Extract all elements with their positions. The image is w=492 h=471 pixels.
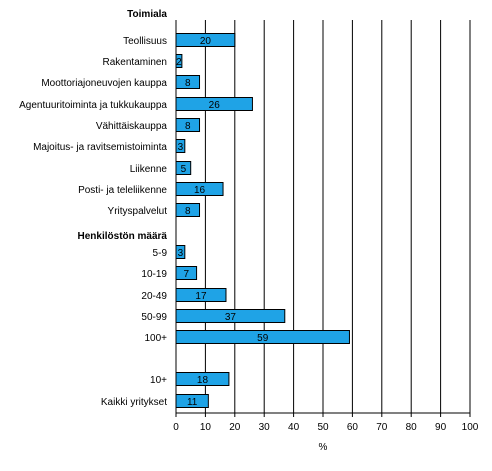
category-label: 10+ [150, 375, 167, 386]
data-label: 3 [178, 142, 184, 153]
data-label: 16 [194, 185, 206, 196]
category-label: Posti- ja teleliikenne [78, 185, 167, 196]
x-tick-label: 70 [376, 422, 388, 433]
category-label: Liikenne [130, 164, 168, 175]
category-label: 100+ [144, 333, 167, 344]
x-tick-label: 30 [259, 422, 271, 433]
category-label: Vähittäiskauppa [96, 121, 168, 132]
category-label: Yrityspalvelut [108, 206, 168, 217]
data-label: 8 [185, 206, 191, 217]
data-label: 5 [181, 164, 187, 175]
category-label: Moottoriajoneuvojen kauppa [41, 78, 167, 89]
x-axis-label: % [319, 442, 328, 453]
data-label: 20 [200, 36, 212, 47]
group-title: Henkilöstön määrä [78, 231, 168, 242]
category-labels: Toimiala Teollisuus Rakentaminen Moottoriaj… [19, 9, 167, 408]
data-label: 3 [178, 248, 184, 259]
category-label: Agentuuritoiminta ja tukkukauppa [19, 100, 167, 111]
category-label: 20-49 [141, 291, 167, 302]
x-tick-label: 20 [229, 422, 241, 433]
category-label: Teollisuus [123, 36, 167, 47]
data-label: 8 [185, 78, 191, 89]
grid-lines [204, 20, 471, 413]
data-label: 59 [257, 333, 269, 344]
x-tick-label: 100 [462, 422, 479, 433]
data-label: 7 [184, 269, 190, 280]
x-axis: 0 10 20 30 40 50 60 70 80 90 100% [173, 20, 479, 453]
x-tick-label: 50 [317, 422, 329, 433]
x-tick-label: 80 [406, 422, 418, 433]
x-tick-label: 40 [288, 422, 300, 433]
category-label: Rakentaminen [103, 57, 167, 68]
data-label: 8 [185, 121, 191, 132]
data-label: 37 [225, 312, 237, 323]
category-label: 50-99 [141, 312, 167, 323]
x-tick-label: 90 [435, 422, 447, 433]
data-label: 11 [187, 397, 198, 408]
x-tick-label: 10 [200, 422, 212, 433]
category-label: 10-19 [141, 269, 167, 280]
category-label: Kaikki yritykset [101, 397, 167, 408]
data-label: 17 [195, 291, 207, 302]
data-label: 26 [209, 100, 221, 111]
data-label: 18 [197, 375, 209, 386]
category-label: Majoitus- ja ravitsemistoiminta [33, 142, 167, 153]
group-title: Toimiala [127, 9, 167, 20]
x-tick-label: 60 [347, 422, 359, 433]
data-label: 2 [176, 57, 182, 68]
x-tick-label: 0 [173, 422, 179, 433]
category-label: 5-9 [153, 248, 168, 259]
